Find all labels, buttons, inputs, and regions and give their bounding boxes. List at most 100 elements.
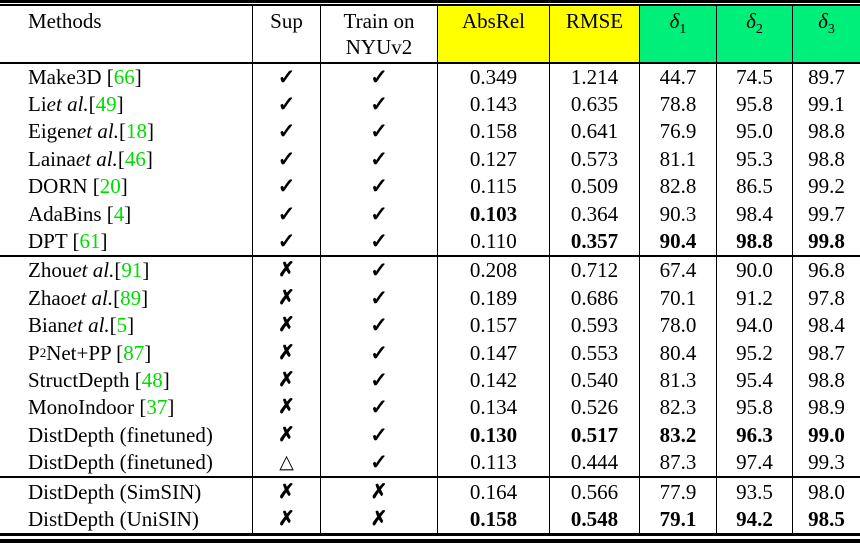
citation-link[interactable]: 66 [113, 64, 135, 89]
citation-link[interactable]: 89 [120, 285, 142, 310]
d1-value: 90.4 [640, 227, 717, 256]
d1-value: 70.1 [640, 284, 717, 313]
delta-subscript: 1 [679, 21, 687, 37]
table-row: Zhou et al. [91] ✗ ✓ 0.208 0.712 67.4 90.0 96.8 [0, 257, 860, 285]
absrel-value: 0.110 [438, 227, 550, 256]
d2-value: 94.2 [717, 505, 793, 534]
check-mark-icon: ✓ [370, 367, 388, 392]
col-header-train-line1: Train on [343, 8, 415, 33]
method-cell: DistDepth (finetuned) [0, 448, 253, 477]
rule-gap [0, 2, 860, 4]
check-mark-icon: ✓ [370, 285, 388, 310]
sup-mark: ✗ [253, 505, 321, 534]
cross-mark-icon: ✗ [278, 396, 295, 419]
citation-link[interactable]: 18 [125, 119, 147, 144]
cross-mark-icon: ✗ [278, 368, 295, 391]
method-cell: P 2 Net+PP [87] [0, 339, 253, 367]
col-header-train-line2: NYUv2 [345, 34, 413, 59]
sup-mark: ✗ [253, 312, 321, 340]
check-mark-icon: ✓ [277, 119, 296, 144]
d1-value: 81.1 [640, 145, 717, 174]
sup-mark: ✗ [253, 478, 321, 506]
citation-link[interactable]: 20 [99, 174, 121, 199]
rmse-value: 0.357 [550, 227, 640, 256]
train-nyuv2-mark: ✗ [321, 478, 438, 506]
citation-link[interactable]: 87 [123, 340, 145, 365]
rmse-value: 0.593 [550, 312, 640, 340]
table-row: Li et al. [49] ✓ ✓ 0.143 0.635 78.8 95.8 99.1 [0, 90, 860, 119]
check-mark-icon: ✓ [277, 174, 296, 199]
citation-link[interactable]: 5 [116, 313, 128, 338]
train-nyuv2-mark: ✓ [321, 448, 438, 477]
citation-link[interactable]: 37 [146, 395, 168, 420]
col-header-delta3: δ3 [793, 5, 860, 62]
citation-link[interactable]: 4 [113, 201, 125, 226]
cross-mark-icon: ✗ [278, 259, 295, 282]
table-top-rule [0, 0, 860, 3]
train-nyuv2-mark: ✓ [321, 312, 438, 340]
check-mark-icon: ✓ [277, 201, 296, 226]
method-cell: DistDepth (SimSIN) [0, 478, 253, 506]
method-cell: DistDepth (UniSIN) [0, 505, 253, 534]
citation-link[interactable]: 91 [121, 258, 143, 283]
delta-subscript: 2 [755, 21, 763, 37]
rmse-value: 0.444 [550, 448, 640, 477]
rmse-value: 0.364 [550, 200, 640, 228]
train-nyuv2-mark: ✓ [321, 118, 438, 146]
sup-mark: ✗ [253, 284, 321, 313]
col-header-methods: Methods [0, 5, 253, 62]
table-row: StructDepth [48] ✗ ✓ 0.142 0.540 81.3 95.4 98.8 [0, 366, 860, 395]
method-cell: DPT [61] [0, 227, 253, 256]
check-mark-icon: ✓ [370, 229, 388, 254]
train-nyuv2-mark: ✗ [321, 505, 438, 534]
d2-value: 98.4 [717, 200, 793, 228]
table-row: MonoIndoor [37] ✗ ✓ 0.134 0.526 82.3 95.8 98.9 [0, 394, 860, 422]
table-top-rule-2 [0, 3, 860, 6]
d2-value: 95.8 [717, 90, 793, 119]
rmse-value: 0.517 [550, 421, 640, 449]
method-cell: Eigen et al. [18] [0, 118, 253, 146]
check-mark-icon: ✓ [277, 146, 296, 171]
table-row: DPT [61] ✓ ✓ 0.110 0.357 90.4 98.8 99.8 [0, 227, 860, 256]
check-mark-icon: ✓ [370, 258, 388, 283]
cross-mark-icon: ✗ [278, 314, 295, 337]
delta-subscript: 3 [827, 21, 835, 37]
method-cell: Bian et al. [5] [0, 312, 253, 340]
d1-value: 80.4 [640, 339, 717, 367]
train-nyuv2-mark: ✓ [321, 200, 438, 228]
d1-value: 78.8 [640, 90, 717, 119]
col-header-rmse: RMSE [550, 5, 640, 62]
train-nyuv2-mark: ✓ [321, 339, 438, 367]
rmse-value: 0.566 [550, 478, 640, 506]
train-nyuv2-mark: ✓ [321, 366, 438, 395]
method-cell: AdaBins [4] [0, 200, 253, 228]
d3-value: 98.9 [808, 395, 845, 420]
d1-value: 79.1 [640, 505, 717, 534]
table-body: Make3D [66] ✓ ✓ 0.349 1.214 44.7 74.5 89.7 Li et… [0, 63, 860, 534]
cross-mark-icon: ✗ [370, 480, 388, 503]
d3-value: 98.8 [808, 367, 845, 392]
d3-value: 96.8 [808, 258, 845, 283]
check-mark-icon: ✓ [370, 92, 388, 117]
check-mark-icon: ✓ [370, 340, 388, 365]
absrel-value: 0.349 [438, 63, 550, 91]
sup-mark: ✓ [253, 63, 321, 91]
d1-value: 90.3 [640, 200, 717, 228]
sup-mark: ✗ [253, 339, 321, 367]
d3-value: 99.7 [808, 201, 845, 226]
sup-mark: △ [253, 448, 321, 477]
delta-symbol: δ [818, 8, 828, 33]
method-cell: MonoIndoor [37] [0, 394, 253, 422]
table-bottom-rule [0, 533, 860, 536]
citation-link[interactable]: 49 [95, 92, 117, 117]
absrel-value: 0.164 [438, 478, 550, 506]
sup-mark: ✗ [253, 366, 321, 395]
d2-value: 90.0 [717, 257, 793, 285]
citation-link[interactable]: 46 [124, 146, 146, 171]
table-row: Bian et al. [5] ✗ ✓ 0.157 0.593 78.0 94.0 98.4 [0, 312, 860, 340]
citation-link[interactable]: 48 [141, 367, 163, 392]
citation-link[interactable]: 61 [79, 229, 101, 254]
sup-mark: ✗ [253, 421, 321, 449]
method-cell: Laina et al. [46] [0, 145, 253, 174]
rmse-value: 0.509 [550, 173, 640, 201]
